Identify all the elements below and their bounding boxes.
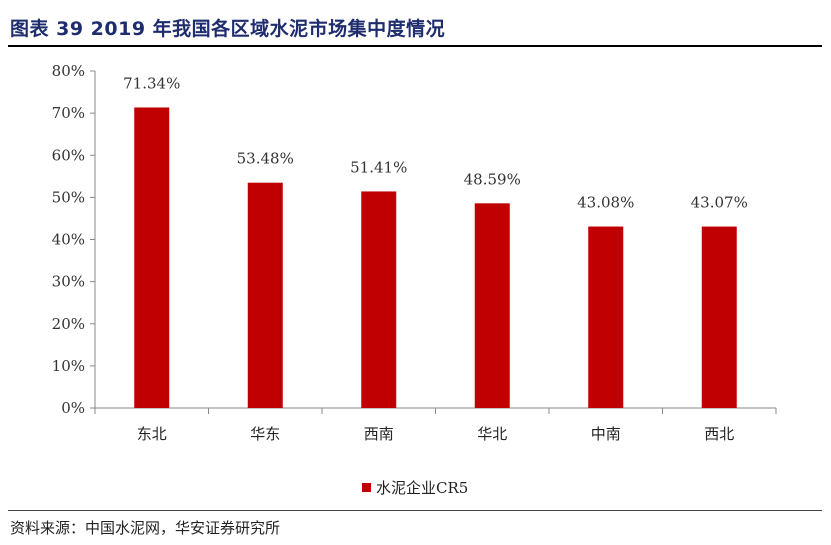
x-axis: 东北 华东 西南 华北 中南 西北 [94,407,777,443]
bar [474,203,510,408]
bar [701,226,737,408]
x-tick-label: 东北 [137,425,167,443]
x-tick-label: 华东 [250,425,280,443]
title-divider [8,45,822,47]
y-tick-label: 30% [52,273,85,291]
data-labels: 71.34% 53.48% 51.41% 48.59% 43.08% 43.07% [123,74,748,211]
source-note: 资料来源：中国水泥网，华安证券研究所 [10,519,281,537]
bar [134,107,170,408]
figure-title: 图表 39 2019 年我国各区域水泥市场集中度情况 [10,18,446,40]
data-label: 51.41% [350,158,407,176]
x-tick-label: 西北 [704,425,734,443]
y-tick-label: 0% [61,399,85,417]
legend-swatch [362,483,371,492]
data-label: 43.07% [691,194,748,212]
data-label: 43.08% [577,194,634,212]
bar [588,226,624,408]
y-tick-label: 40% [52,231,85,249]
y-tick-label: 10% [52,357,85,375]
source-divider [8,510,822,511]
legend-label: 水泥企业CR5 [376,479,468,497]
x-tick-label: 华北 [477,425,507,443]
y-tick-label: 20% [52,315,85,333]
bars [134,107,737,408]
bar-chart: 0%10%20%30%40%50%60%70%80% 东北 华东 西南 华北 中南 西北 … [52,62,777,497]
y-axis: 0% 10% 20% 30% 40% 50% 60% 70% 80% [52,62,96,417]
bar [247,182,283,408]
data-label: 71.34% [123,74,180,92]
y-tick-label: 80% [52,62,85,80]
x-tick-label: 西南 [364,425,394,443]
legend: 水泥企业CR5 [362,479,468,497]
y-tick-label: 70% [52,104,85,122]
y-tick-label: 60% [52,146,85,164]
data-label: 48.59% [464,170,521,188]
x-tick-label: 中南 [591,425,621,443]
data-label: 53.48% [237,150,294,168]
bar [361,191,397,408]
y-tick-label: 50% [52,188,85,206]
